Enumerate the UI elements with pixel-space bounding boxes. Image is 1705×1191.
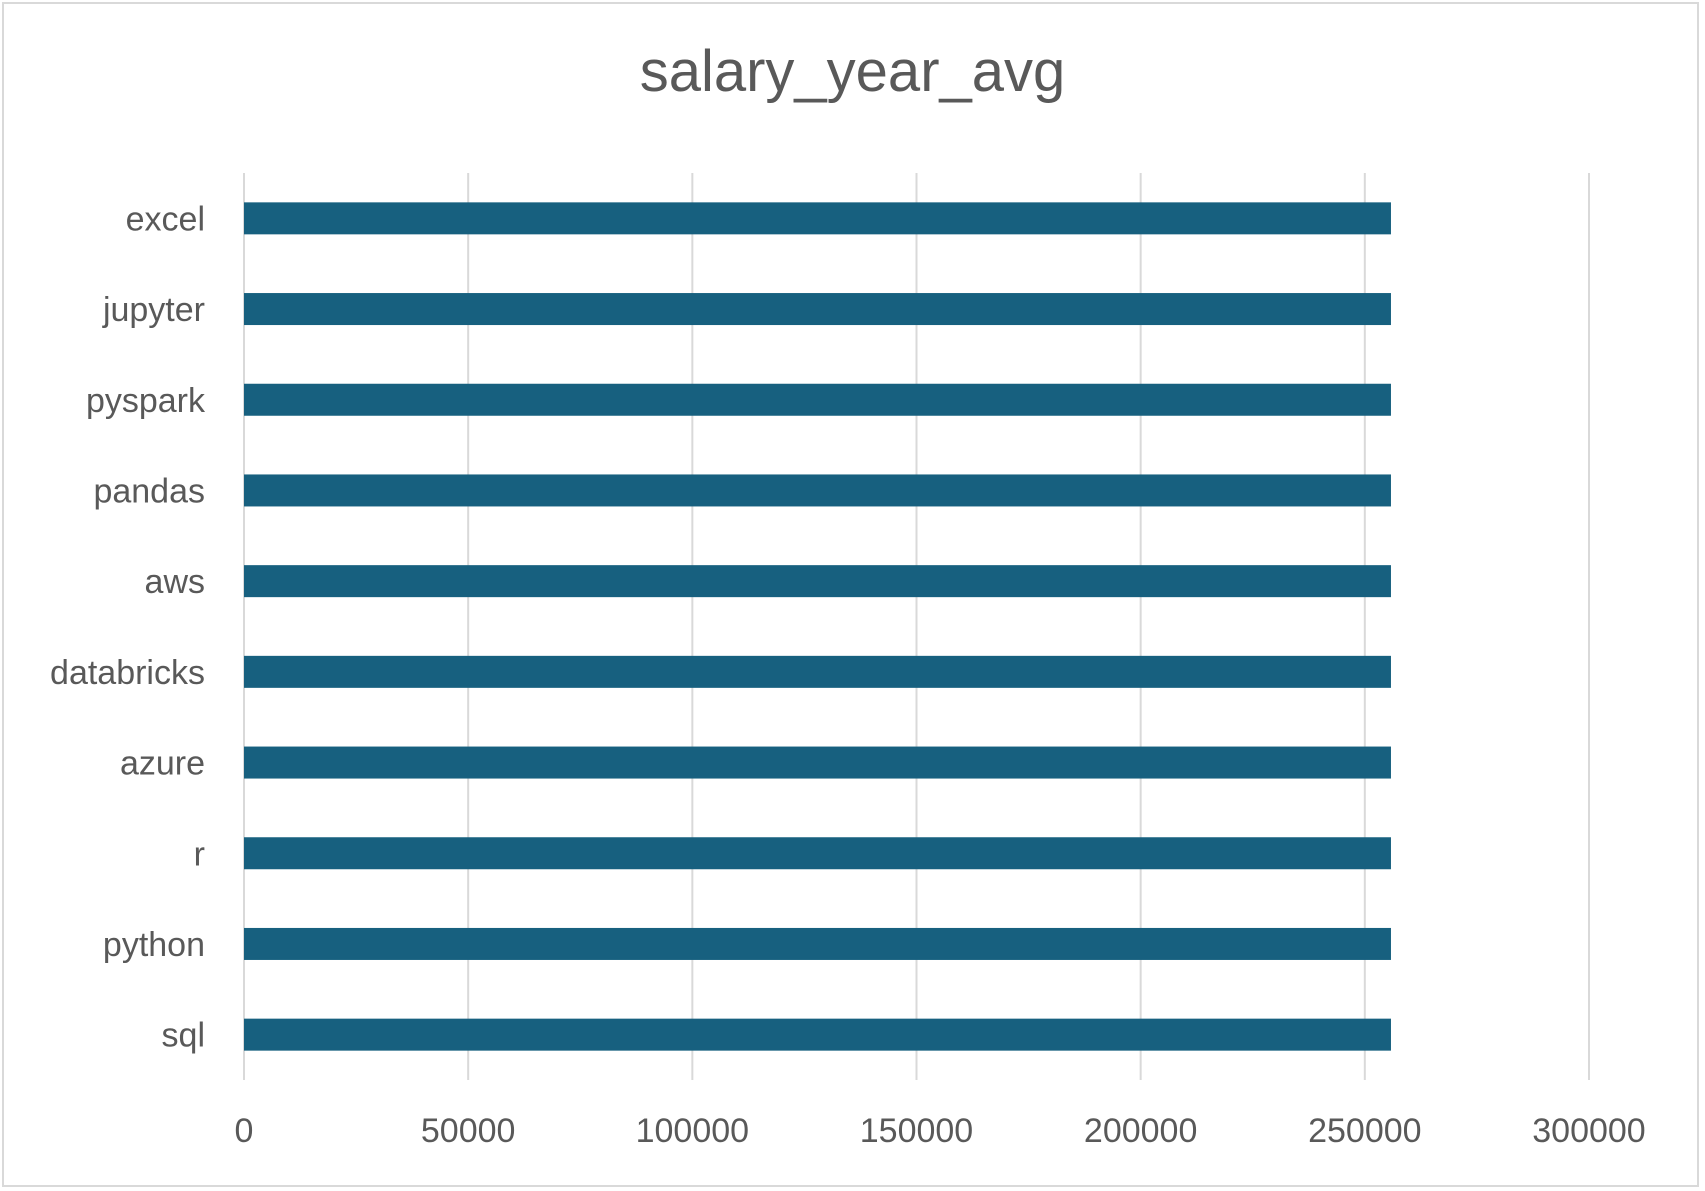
bar-pandas <box>244 474 1391 507</box>
bar-excel <box>244 202 1391 235</box>
category-label-pandas: pandas <box>93 472 205 510</box>
bar-jupyter <box>244 293 1391 326</box>
category-labels: excel jupyter pyspark pandas aws databricks az… <box>50 200 206 1054</box>
bar-sql <box>244 1018 1391 1051</box>
bar-azure <box>244 746 1391 779</box>
category-label-aws: aws <box>145 563 205 601</box>
x-axis-tick-labels: 0 50000 100000 150000 200000 250000 300000 <box>235 1112 1646 1150</box>
category-label-jupyter: jupyter <box>102 291 205 329</box>
x-tick-label: 100000 <box>636 1112 749 1150</box>
x-tick-label: 150000 <box>860 1112 973 1150</box>
bar-databricks <box>244 655 1391 688</box>
chart-title: salary_year_avg <box>639 39 1066 104</box>
x-tick-label: 0 <box>235 1112 254 1150</box>
category-label-sql: sql <box>162 1017 205 1055</box>
x-tick-label: 300000 <box>1532 1112 1645 1150</box>
category-label-python: python <box>103 926 205 964</box>
x-tick-label: 200000 <box>1084 1112 1197 1150</box>
x-tick-label: 250000 <box>1308 1112 1421 1150</box>
category-label-azure: azure <box>120 745 205 783</box>
bars <box>244 202 1391 1051</box>
category-label-databricks: databricks <box>50 654 205 692</box>
category-label-r: r <box>194 835 205 873</box>
category-label-excel: excel <box>126 200 205 238</box>
bar-aws <box>244 565 1391 598</box>
x-tick-label: 50000 <box>421 1112 516 1150</box>
bar-pyspark <box>244 383 1391 416</box>
bar-r <box>244 837 1391 870</box>
category-label-pyspark: pyspark <box>86 382 206 420</box>
bar-python <box>244 927 1391 960</box>
